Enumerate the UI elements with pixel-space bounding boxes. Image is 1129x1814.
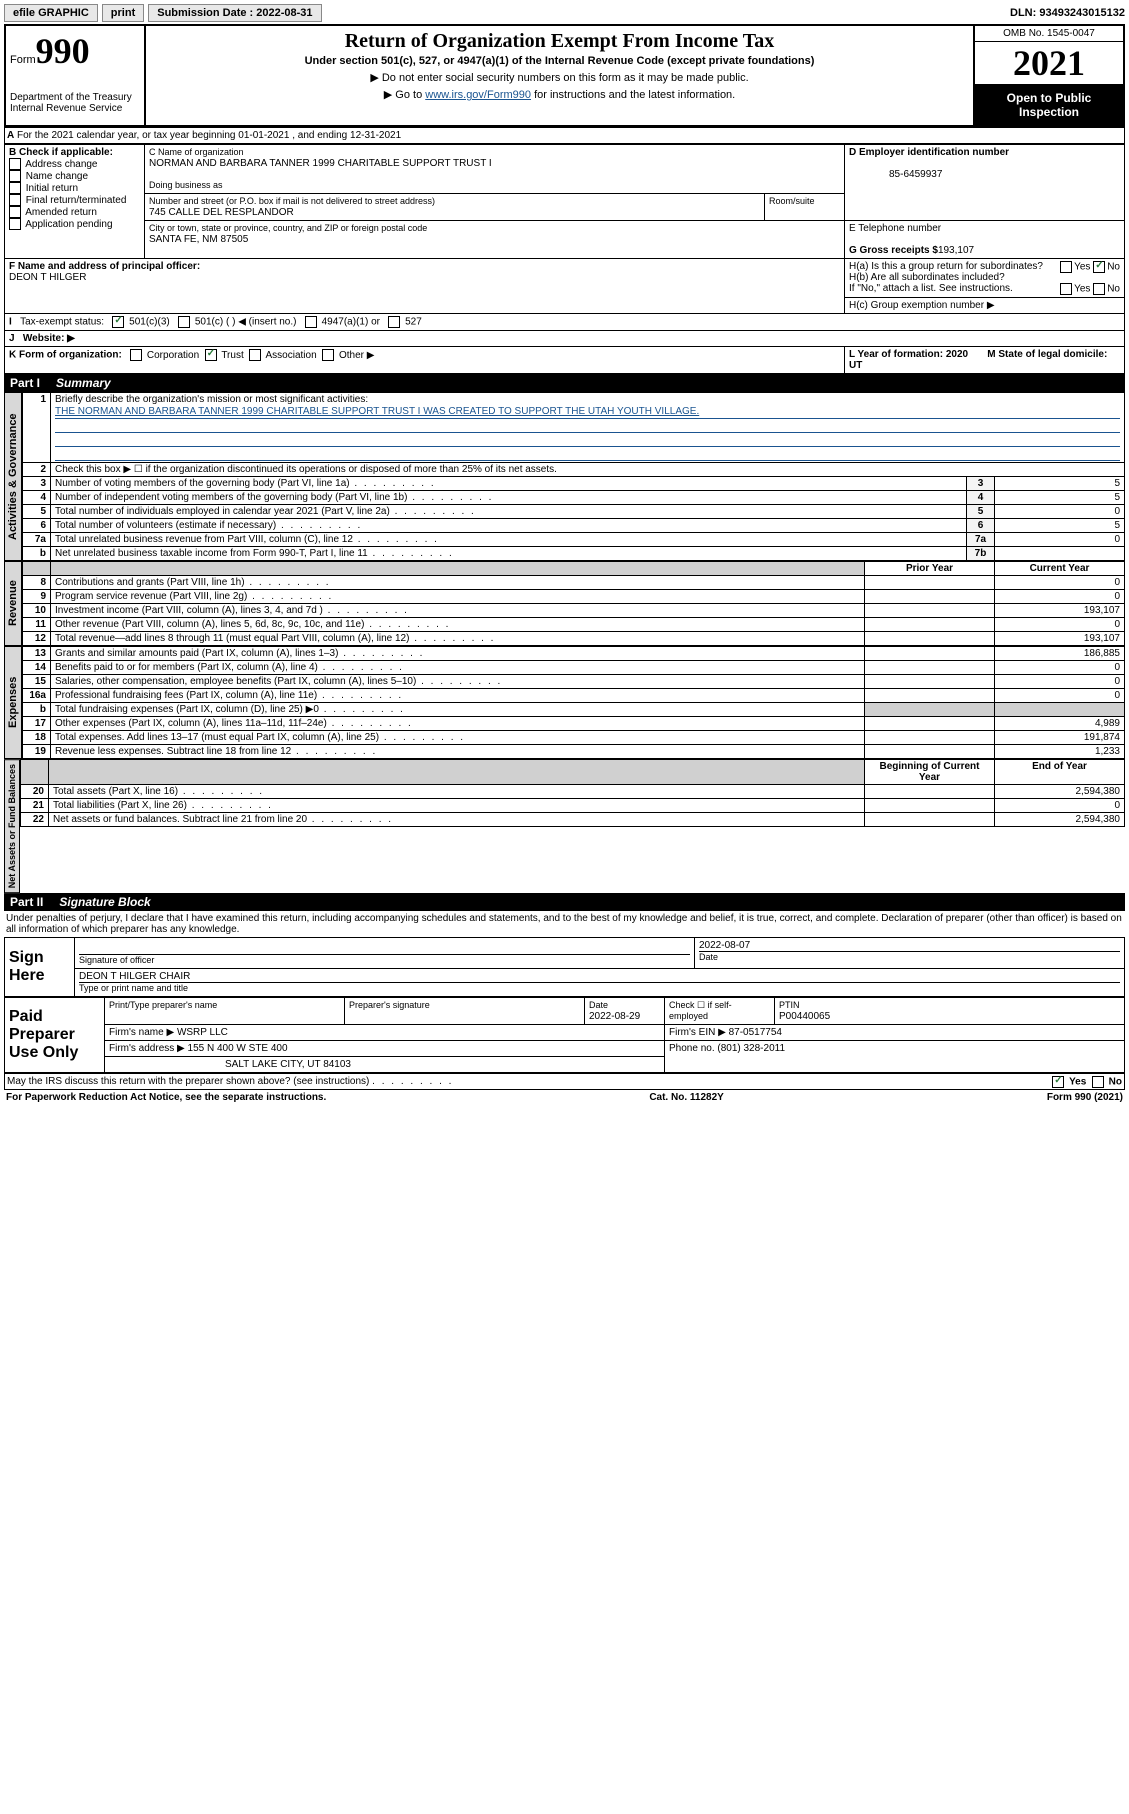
tax-year: 2021 (975, 42, 1123, 85)
data-row: 15Salaries, other compensation, employee… (23, 675, 1125, 689)
ein: 85-6459937 (889, 169, 942, 180)
data-row: 9Program service revenue (Part VIII, lin… (23, 590, 1125, 604)
revenue-label: Revenue (4, 561, 22, 646)
omb-number: OMB No. 1545-0047 (975, 26, 1123, 42)
data-row: 17Other expenses (Part IX, column (A), l… (23, 717, 1125, 731)
part1-header: Part I Summary (4, 374, 1125, 392)
officer-name: DEON T HILGER (9, 272, 86, 283)
top-bar: efile GRAPHIC print Submission Date : 20… (4, 4, 1125, 22)
ha-yes[interactable] (1060, 261, 1072, 273)
city: SANTA FE, NM 87505 (149, 234, 248, 245)
note-link: ▶ Go to www.irs.gov/Form990 for instruct… (150, 88, 969, 101)
hb-yes[interactable] (1060, 283, 1072, 295)
form-subtitle: Under section 501(c), 527, or 4947(a)(1)… (150, 55, 969, 67)
sig-date: 2022-08-07 (699, 940, 1120, 951)
b-opt[interactable] (9, 170, 21, 182)
print-button[interactable]: print (102, 4, 144, 22)
data-row: 16aProfessional fundraising fees (Part I… (23, 689, 1125, 703)
declaration: Under penalties of perjury, I declare th… (4, 911, 1125, 937)
b-opt[interactable] (9, 158, 21, 170)
4947-check[interactable] (305, 316, 317, 328)
k-opt[interactable] (322, 349, 334, 361)
gov-row: 4Number of independent voting members of… (23, 491, 1125, 505)
dept-label: Department of the Treasury Internal Reve… (10, 92, 140, 114)
governance-label: Activities & Governance (4, 392, 22, 561)
page-footer: For Paperwork Reduction Act Notice, see … (4, 1090, 1125, 1105)
street: 745 CALLE DEL RESPLANDOR (149, 207, 294, 218)
section-a-line: A For the 2021 calendar year, or tax yea… (4, 127, 1125, 144)
header-info-table: B Check if applicable: Address change Na… (4, 144, 1125, 374)
b-opt[interactable] (9, 218, 21, 230)
gov-row: 6Total number of volunteers (estimate if… (23, 519, 1125, 533)
data-row: 21Total liabilities (Part X, line 26)0 (21, 799, 1125, 813)
527-check[interactable] (388, 316, 400, 328)
form-header: Form990 Department of the Treasury Inter… (4, 24, 1125, 127)
data-row: bTotal fundraising expenses (Part IX, co… (23, 703, 1125, 717)
data-row: 18Total expenses. Add lines 13–17 (must … (23, 731, 1125, 745)
gov-row: bNet unrelated business taxable income f… (23, 547, 1125, 561)
data-row: 14Benefits paid to or for members (Part … (23, 661, 1125, 675)
preparer-table: Paid Preparer Use Only Print/Type prepar… (4, 997, 1125, 1073)
submission-date: Submission Date : 2022-08-31 (148, 4, 321, 22)
part2-header: Part II Signature Block (4, 893, 1125, 911)
data-row: 12Total revenue—add lines 8 through 11 (… (23, 632, 1125, 646)
dln: DLN: 93493243015132 (1010, 7, 1125, 19)
irs-link[interactable]: www.irs.gov/Form990 (425, 89, 531, 101)
b-opt[interactable] (9, 206, 21, 218)
data-row: 10Investment income (Part VIII, column (… (23, 604, 1125, 618)
data-row: 8Contributions and grants (Part VIII, li… (23, 576, 1125, 590)
data-row: 22Net assets or fund balances. Subtract … (21, 813, 1125, 827)
data-row: 20Total assets (Part X, line 16)2,594,38… (21, 785, 1125, 799)
irs-yes[interactable] (1052, 1076, 1064, 1088)
ha-no[interactable] (1093, 261, 1105, 273)
k-opt[interactable] (130, 349, 142, 361)
b-opt[interactable] (9, 182, 21, 194)
irs-no[interactable] (1092, 1076, 1104, 1088)
k-opt[interactable] (249, 349, 261, 361)
expenses-label: Expenses (4, 646, 22, 759)
mission-text: THE NORMAN AND BARBARA TANNER 1999 CHARI… (55, 405, 1120, 419)
data-row: 13Grants and similar amounts paid (Part … (23, 647, 1125, 661)
inspection-badge: Open to Public Inspection (975, 85, 1123, 125)
501c3-check[interactable] (112, 316, 124, 328)
netassets-label: Net Assets or Fund Balances (4, 759, 20, 893)
gov-row: 3Number of voting members of the governi… (23, 477, 1125, 491)
form-number: 990 (36, 31, 90, 71)
501c-check[interactable] (178, 316, 190, 328)
data-row: 11Other revenue (Part VIII, column (A), … (23, 618, 1125, 632)
gross-receipts: 193,107 (938, 245, 974, 256)
efile-button[interactable]: efile GRAPHIC (4, 4, 98, 22)
data-row: 19Revenue less expenses. Subtract line 1… (23, 745, 1125, 759)
k-opt[interactable] (205, 349, 217, 361)
form-title: Return of Organization Exempt From Incom… (150, 30, 969, 53)
gov-row: 7aTotal unrelated business revenue from … (23, 533, 1125, 547)
officer-sig-name: DEON T HILGER CHAIR (79, 971, 1120, 982)
org-name: NORMAN AND BARBARA TANNER 1999 CHARITABL… (149, 158, 492, 169)
note-ssn: ▶ Do not enter social security numbers o… (150, 71, 969, 84)
b-opt[interactable] (9, 194, 21, 206)
signature-table: Sign Here Signature of officer 2022-08-0… (4, 937, 1125, 997)
form-label: Form (10, 54, 36, 66)
hb-no[interactable] (1093, 283, 1105, 295)
gov-row: 5Total number of individuals employed in… (23, 505, 1125, 519)
